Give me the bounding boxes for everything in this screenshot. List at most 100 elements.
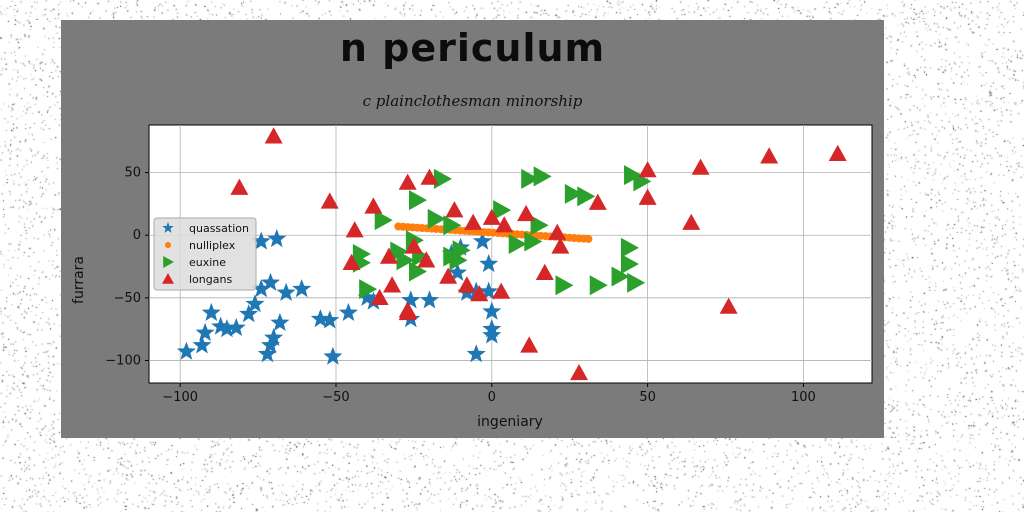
x-tick-label: 0 [488, 390, 496, 405]
longans-point [345, 221, 364, 238]
legend-marker-nulliplex [165, 242, 171, 248]
quassation-point [245, 294, 265, 313]
quassation-point [201, 302, 221, 321]
legend-label-euxine: euxine [189, 256, 226, 269]
euxine-point [589, 275, 608, 296]
quassation-point [357, 287, 377, 306]
legend-label-longans: longans [189, 273, 232, 286]
longans-point [535, 263, 554, 280]
quassation-point [479, 281, 499, 300]
euxine-point [633, 171, 652, 192]
legend-label-quassation: quassation [189, 222, 249, 235]
longans-point [691, 158, 710, 175]
longans-point [420, 168, 439, 185]
longans-point [439, 267, 458, 284]
longans-point [445, 201, 464, 218]
quassation-point [276, 282, 296, 301]
euxine-point [530, 215, 549, 236]
euxine-point [521, 168, 540, 189]
longans-point [570, 363, 589, 381]
longans-point [548, 223, 567, 240]
euxine-point [396, 250, 415, 271]
euxine-point [433, 168, 452, 189]
quassation-point [323, 346, 343, 365]
x-tick-label: −50 [322, 390, 349, 405]
longans-point [719, 297, 738, 314]
quassation-point [261, 335, 280, 354]
x-tick-label: 50 [639, 390, 656, 405]
euxine-point [443, 215, 462, 236]
euxine-point [624, 165, 643, 186]
quassation-point [251, 279, 271, 298]
longans-point [638, 188, 657, 205]
euxine-point [409, 261, 428, 282]
euxine-point [627, 272, 646, 293]
longans-point [470, 285, 489, 302]
series-layer [176, 127, 847, 381]
longans-point [682, 213, 701, 230]
legend-marker-euxine [163, 256, 174, 268]
chart-subtitle: c plainclothesman minorship [362, 92, 583, 110]
plot-area [148, 124, 873, 384]
longans-point [398, 173, 417, 190]
quassation-point [482, 301, 502, 320]
longans-point [760, 147, 779, 164]
quassation-point [338, 302, 358, 321]
euxine-point [493, 200, 512, 221]
grid [149, 125, 872, 383]
euxine-point [390, 241, 409, 262]
euxine-point [620, 237, 639, 258]
euxine-point [620, 254, 639, 275]
figure: n periculum c plainclothesman minorship … [61, 20, 884, 438]
quassation-point [195, 322, 215, 341]
longans-point [370, 288, 389, 306]
quassation-point [479, 254, 499, 273]
x-tick-label: 100 [791, 390, 816, 405]
legend-marker-longans [162, 273, 174, 284]
euxine-point [452, 240, 471, 261]
quassation-point [448, 262, 467, 281]
quassation-point [264, 327, 284, 346]
axis-ticks: −100 −50 0 50 100 50 0 −50 −100 [105, 166, 816, 405]
quassation-point [466, 344, 486, 363]
quassation-point [176, 341, 196, 360]
y-tick-label: −50 [114, 291, 141, 306]
longans-point [383, 276, 402, 293]
quassation-point [251, 231, 271, 250]
longans-point [588, 193, 607, 210]
quassation-point [292, 279, 312, 298]
quassation-point [420, 290, 439, 309]
longans-point [551, 237, 570, 254]
quassation-point [211, 316, 231, 335]
longans-point [828, 144, 847, 162]
series-longans [230, 127, 847, 381]
euxine-point [555, 275, 574, 296]
quassation-point [401, 290, 421, 309]
quassation-point [226, 317, 246, 336]
legend-box [153, 217, 257, 291]
quassation-point [310, 309, 330, 328]
y-tick-label: 50 [124, 166, 141, 181]
quassation-point [482, 325, 502, 344]
quassation-point [217, 319, 237, 338]
euxine-point [374, 210, 393, 231]
nulliplex-point [584, 234, 593, 243]
series-euxine [352, 165, 652, 300]
longans-point [230, 178, 249, 195]
euxine-point [508, 233, 527, 254]
x-axis-label: ingeniary [477, 414, 543, 430]
legend-marker-quassation [162, 222, 174, 233]
y-tick-label: 0 [133, 228, 141, 243]
x-tick-label: −100 [162, 390, 198, 405]
quassation-point [472, 231, 492, 250]
legend: quassation nulliplex euxine longans [153, 217, 257, 291]
longans-point [264, 127, 283, 144]
euxine-point [359, 279, 378, 300]
longans-point [398, 303, 417, 321]
quassation-point [320, 310, 340, 329]
euxine-point [564, 183, 583, 204]
euxine-point [577, 186, 596, 207]
longans-point [492, 282, 511, 299]
euxine-point [427, 208, 446, 229]
euxine-point [533, 166, 552, 187]
